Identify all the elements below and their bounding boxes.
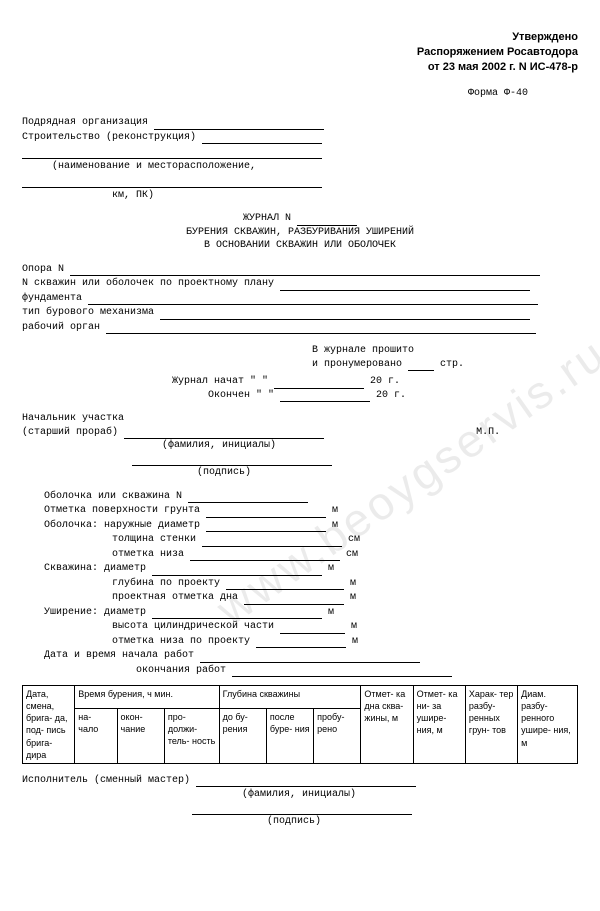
col-date: Дата, смена, брига- да, под- пись брига-… [23, 686, 75, 764]
approval-line2: Распоряжением Росавтодора [22, 45, 578, 60]
approval-block: Утверждено Распоряжением Росавтодора от … [22, 30, 578, 75]
shell-diam-label: Оболочка: наружные диаметр [44, 520, 206, 531]
contractor-label: Подрядная организация [22, 117, 154, 128]
col-duration: про- должи- тель- ность [164, 708, 219, 763]
exec-label: Исполнитель (сменный мастер) [22, 775, 196, 786]
bottom-proj-label: отметка низа по проекту [112, 636, 256, 647]
unit-cm: см [346, 549, 358, 560]
page: Утверждено Распоряжением Росавтодора от … [0, 0, 600, 839]
depth-label: глубина по проекту [112, 578, 226, 589]
approval-line1: Утверждено [22, 30, 578, 45]
form-number: Форма Ф-40 [22, 87, 578, 101]
shell-label: Оболочка или скважина N [44, 491, 188, 502]
started-label: Журнал начат " " [172, 376, 274, 387]
bottom-mark-label: проектная отметка дна [112, 592, 244, 603]
bottom-label: отметка низа [112, 549, 190, 560]
journal-title-line1: БУРЕНИЯ СКВАЖИН, РАЗБУРИВАНИЯ УШИРЕНИЙ [22, 226, 578, 240]
journal-title: ЖУРНАЛ N БУРЕНИЯ СКВАЖИН, РАЗБУРИВАНИЯ У… [22, 212, 578, 253]
col-widen-diam: Диам. разбу- ренного ушире- ния, м [518, 686, 578, 764]
chief-label1: Начальник участка [22, 412, 578, 426]
unit-m: м [350, 578, 356, 589]
unit-m: м [351, 621, 357, 632]
construction-label: Строительство (реконструкция) [22, 132, 202, 143]
ended-year: 20 г. [370, 390, 406, 401]
started-year: 20 г. [364, 376, 400, 387]
col-soil: Харак- тер разбу- ренных грун- тов [465, 686, 517, 764]
unit-cm: см [348, 534, 360, 545]
support-label: Опора N [22, 264, 70, 275]
unit-m: м [332, 520, 338, 531]
chief-fio-hint: (фамилия, инициалы) [22, 439, 578, 453]
exec-fio-hint: (фамилия, инициалы) [22, 788, 578, 802]
mechanism-label: тип бурового механизма [22, 307, 160, 318]
stitched-label: В журнале прошито [312, 344, 578, 358]
contractor-line: Подрядная организация [22, 116, 578, 130]
organ-label: рабочий орган [22, 322, 106, 333]
drilling-table: Дата, смена, брига- да, под- пись брига-… [22, 685, 578, 764]
chief-sign-hint: (подпись) [22, 466, 578, 480]
wide-diam-label: Уширение: диаметр [44, 607, 152, 618]
surface-label: Отметка поверхности грунта [44, 505, 206, 516]
col-depth: Глубина скважины [219, 686, 361, 709]
col-before: до бу- рения [219, 708, 266, 763]
unit-m: м [332, 505, 338, 516]
col-drilled: пробу- рено [314, 708, 361, 763]
foundation-label: фундамента [22, 293, 88, 304]
journal-title-prefix: ЖУРНАЛ N [243, 213, 297, 224]
unit-m: м [328, 563, 334, 574]
col-end: окон- чание [117, 708, 164, 763]
numbered-prefix: и пронумеровано [312, 359, 408, 370]
cyl-label: высота цилиндрической части [112, 621, 280, 632]
start-label: Дата и время начала работ [44, 650, 200, 661]
numbered-suffix: стр. [434, 359, 464, 370]
chief-label2: (старший прораб) [22, 427, 124, 438]
col-start: на- чало [75, 708, 117, 763]
col-after: после буре- ния [266, 708, 313, 763]
plan-label: N скважин или оболочек по проектному пла… [22, 278, 280, 289]
unit-m: м [350, 592, 356, 603]
approval-line3: от 23 мая 2002 г. N ИС-478-р [22, 60, 578, 75]
unit-m: м [352, 636, 358, 647]
end-label: окончания работ [136, 665, 232, 676]
exec-sign-hint: (подпись) [22, 815, 578, 829]
col-bottom-mark: Отмет- ка дна сква- жины, м [361, 686, 413, 764]
construction-line: Строительство (реконструкция) [22, 131, 578, 145]
name-location-hint: (наименование и месторасположение, [22, 160, 578, 174]
col-widen-mark: Отмет- ка ни- за ушире- ния, м [413, 686, 465, 764]
ended-label: Окончен " " [208, 390, 280, 401]
mp-label: М.П. [476, 427, 500, 438]
col-time: Время бурения, ч мин. [75, 686, 219, 709]
km-pk-hint: км, ПК) [22, 189, 578, 203]
journal-title-line2: В ОСНОВАНИИ СКВАЖИН ИЛИ ОБОЛОЧЕК [22, 239, 578, 253]
wall-label: толщина стенки [112, 534, 202, 545]
unit-m: м [328, 607, 334, 618]
well-diam-label: Скважина: диаметр [44, 563, 152, 574]
